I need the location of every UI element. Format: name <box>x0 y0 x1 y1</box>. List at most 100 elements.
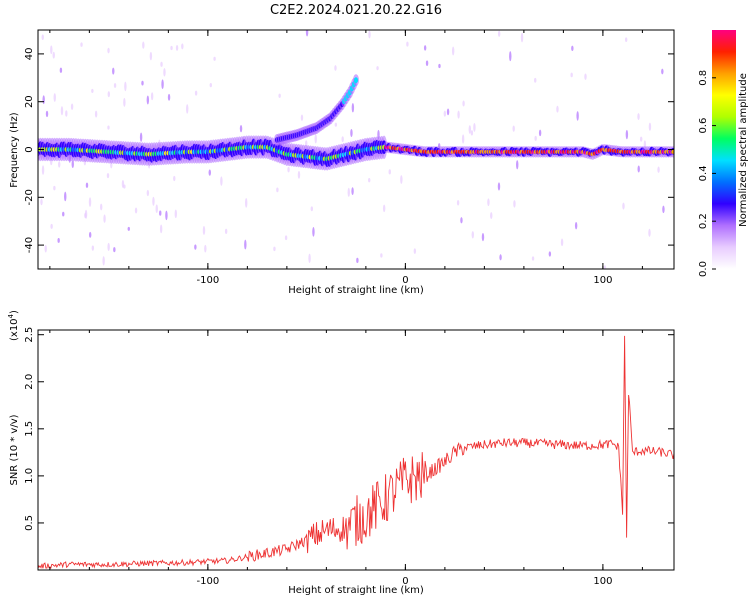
x-tick-label: 0 <box>402 275 408 286</box>
noise-speckle <box>648 122 652 131</box>
y-tick-label: 1.0 <box>24 468 35 484</box>
noise-speckle <box>142 41 145 49</box>
noise-speckle <box>560 238 564 247</box>
noise-speckle <box>571 45 574 52</box>
noise-speckle <box>50 223 53 229</box>
noise-speckle <box>648 228 651 237</box>
noise-speckle <box>368 30 371 39</box>
colorbar-tick-label: 0.4 <box>698 165 709 181</box>
snr-plot-area <box>38 335 674 570</box>
noise-speckle <box>57 237 60 243</box>
noise-speckle <box>186 104 189 114</box>
noise-speckle <box>244 197 248 208</box>
noise-speckle <box>509 51 512 62</box>
noise-speckle <box>473 123 476 132</box>
y-tick-label: 20 <box>24 95 35 108</box>
noise-speckle <box>202 225 206 236</box>
noise-speckle <box>661 68 664 75</box>
noise-speckle <box>520 32 524 43</box>
noise-speckle <box>603 265 607 269</box>
noise-speckle <box>456 199 460 206</box>
snr-y-multiplier: (x104) <box>7 310 20 341</box>
noise-speckle <box>139 132 143 142</box>
colorbar-tick-label: 0.8 <box>698 70 709 86</box>
noise-speckle <box>208 169 211 176</box>
noise-speckle <box>443 110 447 117</box>
noise-speckle <box>107 47 110 54</box>
spectrogram-plot-area <box>38 30 674 269</box>
colorbar-tick-label: 0.6 <box>698 118 709 134</box>
noise-speckle <box>244 239 247 250</box>
snr-frame <box>37 329 675 571</box>
noise-speckle <box>41 165 45 175</box>
noise-speckle <box>160 61 163 67</box>
noise-speckle <box>175 45 179 51</box>
noise-speckle <box>41 34 44 41</box>
noise-speckle <box>460 217 463 224</box>
noise-speckle <box>167 93 171 101</box>
noise-speckle <box>53 185 56 191</box>
noise-speckle <box>570 72 573 78</box>
noise-speckle <box>64 191 67 202</box>
noise-speckle <box>194 90 198 96</box>
noise-speckle <box>159 224 163 234</box>
noise-speckle <box>548 251 552 257</box>
noise-speckle <box>300 114 304 121</box>
noise-speckle <box>52 51 55 59</box>
noise-speckle <box>637 165 640 173</box>
noise-speckle <box>84 212 87 219</box>
noise-speckle <box>150 92 154 101</box>
y-tick-label: 2.0 <box>24 374 35 390</box>
noise-speckle <box>161 79 164 90</box>
spectrogram-x-label: Height of straight line (km) <box>288 285 424 296</box>
noise-speckle <box>127 226 130 231</box>
x-tick-label: 0 <box>402 576 408 587</box>
noise-speckle <box>531 256 535 261</box>
noise-speckle <box>146 95 150 105</box>
noise-speckle <box>209 83 212 88</box>
noise-speckle <box>512 125 515 132</box>
spectrogram-y-label: Frequency (Hz) <box>9 112 20 188</box>
noise-speckle <box>71 160 74 169</box>
noise-speckle <box>159 210 162 216</box>
y-tick-label: -40 <box>24 237 35 253</box>
noise-speckle <box>50 45 53 55</box>
noise-speckle <box>149 51 153 61</box>
noise-speckle <box>94 110 98 118</box>
x-tick-label: 100 <box>593 576 612 587</box>
noise-speckle <box>278 93 281 98</box>
noise-speckle <box>380 253 383 258</box>
noise-speckle <box>406 41 409 47</box>
noise-speckle <box>220 176 223 186</box>
trace-core <box>671 149 674 154</box>
noise-speckle <box>194 244 197 250</box>
noise-speckle <box>462 100 465 107</box>
noise-speckle <box>334 122 338 127</box>
noise-speckle <box>351 103 355 113</box>
noise-speckle <box>42 95 45 105</box>
noise-speckle <box>347 187 350 197</box>
noise-speckle <box>224 228 228 234</box>
noise-speckle <box>273 246 276 252</box>
noise-speckle <box>173 175 176 182</box>
multiplier-exponent: 4 <box>7 313 15 318</box>
noise-speckle <box>314 134 317 144</box>
noise-speckle <box>141 80 144 86</box>
y-tick-label: 2.5 <box>24 327 35 343</box>
noise-speckle <box>368 177 371 183</box>
noise-speckle <box>204 244 207 253</box>
snr-axes: -100 0 100 0.5 1.0 1.5 2.0 2.5 <box>24 327 674 587</box>
noise-speckle <box>471 231 474 239</box>
snr-y-label: SNR (10 * v/v) <box>9 414 20 485</box>
noise-speckle <box>351 187 354 196</box>
noise-speckle <box>310 206 314 212</box>
noise-speckle <box>59 67 63 73</box>
noise-speckle <box>163 67 166 77</box>
colorbar-gradient <box>712 30 736 269</box>
noise-speckle <box>107 125 110 130</box>
noise-speckle <box>113 83 117 88</box>
noise-speckle <box>284 235 288 241</box>
noise-speckle <box>91 88 94 93</box>
noise-speckle <box>134 207 138 214</box>
